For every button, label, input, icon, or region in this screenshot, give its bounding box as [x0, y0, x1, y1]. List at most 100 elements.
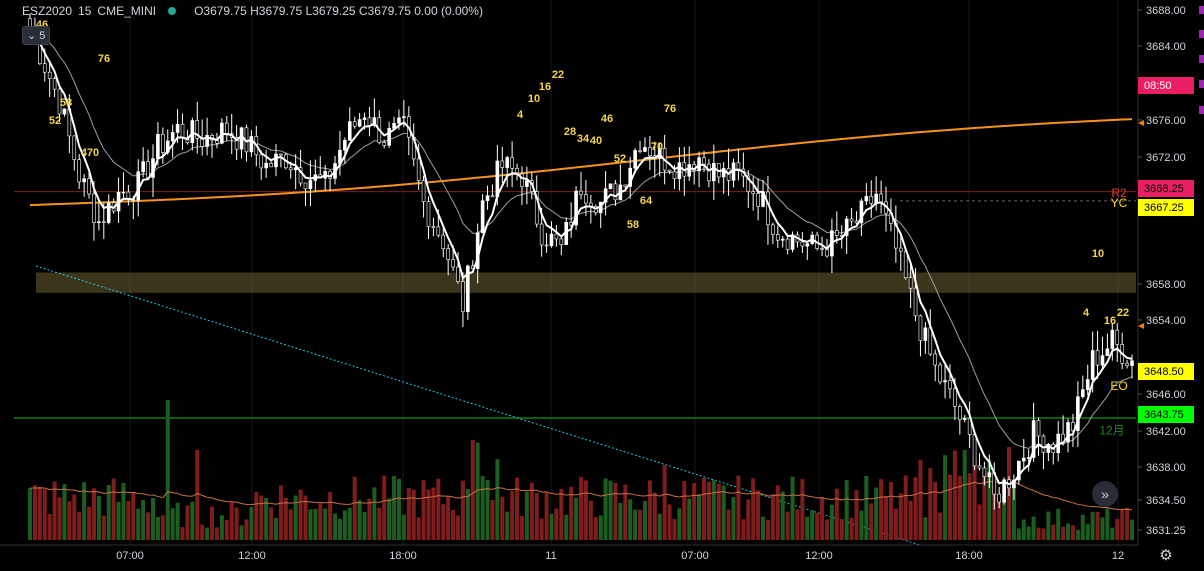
candle-body [156, 134, 160, 159]
volume-bar [697, 494, 702, 540]
volume-bar [126, 501, 131, 540]
candle-body [436, 226, 441, 236]
exchange-label: CME_MINI [97, 4, 157, 18]
volume-bar [460, 480, 465, 540]
chart-settings-button[interactable]: ⚙ [1156, 545, 1176, 565]
volume-bar [603, 478, 608, 540]
volume-bar [662, 465, 667, 540]
candle-body [485, 195, 490, 201]
volume-bar [495, 459, 500, 540]
candle-body [943, 380, 947, 383]
symbol-legend: ESZ2020 15 CME_MINI O3679.75 H3679.75 L3… [22, 4, 483, 18]
volume-bar [401, 514, 406, 540]
price-tick-label: 3672.00 [1146, 152, 1186, 164]
volume-bar [87, 506, 92, 540]
chevron-down-icon: ⌄ [27, 30, 37, 42]
candle-body [42, 63, 47, 73]
candle-body [190, 120, 195, 144]
volume-bar [106, 484, 111, 540]
volume-bar [82, 482, 87, 540]
candle-body [923, 327, 928, 341]
volume-bar [731, 497, 736, 540]
time-tick-label: 11 [545, 550, 556, 562]
volume-bar [618, 502, 623, 540]
interval-label[interactable]: 15 [78, 4, 92, 18]
time-tick-label: 07:00 [681, 550, 709, 562]
volume-bar [470, 440, 475, 540]
volume-bar [524, 491, 529, 540]
volume-bar [278, 485, 283, 540]
symbol-name[interactable]: ESZ2020 [22, 4, 73, 18]
candle-body [677, 162, 682, 180]
volume-bar [200, 524, 205, 540]
candle-body [195, 120, 200, 139]
support-zone [36, 272, 1136, 293]
ema-fast-line [29, 27, 1133, 486]
volume-bar [57, 497, 62, 540]
volume-bar [854, 489, 859, 540]
volume-bar [441, 504, 446, 540]
candle-body [1100, 355, 1105, 366]
volume-bar [77, 511, 82, 540]
candle-body [1036, 420, 1041, 437]
volume-bar [756, 490, 761, 540]
indicators-collapse-button[interactable]: ⌄ 5 [22, 26, 51, 45]
volume-bar [347, 507, 352, 540]
volume-bar [1031, 516, 1036, 540]
volume-bar [500, 496, 505, 540]
candle-body [1017, 460, 1021, 481]
candle-body [97, 221, 101, 224]
volume-bar [175, 502, 180, 540]
candle-body [72, 135, 77, 160]
volume-bar [800, 479, 805, 540]
time-axis[interactable]: 07:00 12:00 18:00 11 07:00 12:00 18:00 12 [0, 544, 1204, 571]
volume-bar [72, 494, 77, 540]
price-tick-label: 3688.00 [1146, 5, 1186, 17]
candle-body [1026, 457, 1031, 459]
time-tick-label: 12:00 [805, 550, 833, 562]
candle-body [62, 108, 67, 115]
price-tag-label: 3667.25 [1144, 202, 1184, 214]
price-axis[interactable]: 3688.003684.003680.003676.003672.003658.… [1137, 0, 1204, 545]
volume-bar [598, 515, 603, 540]
volume-bar [180, 527, 185, 540]
wave-label: 46 [601, 113, 613, 125]
candle-body [672, 171, 677, 180]
volume-bar [534, 492, 539, 540]
volume-bar [411, 489, 416, 540]
volume-bar [977, 504, 982, 540]
volume-bar [1120, 509, 1125, 540]
ema-slow-line [29, 27, 1133, 449]
candle-body [505, 157, 510, 168]
volume-bar [1061, 526, 1066, 540]
candle-body [687, 164, 692, 177]
volume-bar [52, 481, 57, 540]
volume-bar [633, 509, 638, 540]
volume-bar [962, 449, 967, 540]
candle-body [574, 190, 578, 226]
volume-bar [544, 492, 549, 540]
wave-label: 52 [614, 153, 626, 165]
volume-bar [337, 518, 342, 540]
candle-body [121, 191, 126, 194]
time-tick-label: 12 [1112, 550, 1124, 562]
volume-bar [205, 527, 210, 540]
volume-bar [893, 508, 898, 540]
volume-bar [1080, 514, 1085, 540]
volume-bar [62, 484, 67, 540]
candle-body [431, 226, 436, 228]
price-tag [1138, 77, 1194, 94]
volume-bar [387, 498, 392, 540]
price-tick-label: 3646.00 [1146, 389, 1186, 401]
time-tick-label: 12:00 [238, 550, 266, 562]
volume-bar [790, 476, 795, 540]
volume-bar [303, 495, 308, 540]
volume-bar [765, 519, 770, 540]
wave-label: 34 [577, 133, 590, 145]
wave-label: 28 [564, 126, 576, 138]
candle-body [382, 142, 387, 146]
volume-bar [864, 475, 869, 540]
volume-bar [485, 480, 490, 540]
scroll-to-realtime-button[interactable]: » [1092, 481, 1118, 507]
